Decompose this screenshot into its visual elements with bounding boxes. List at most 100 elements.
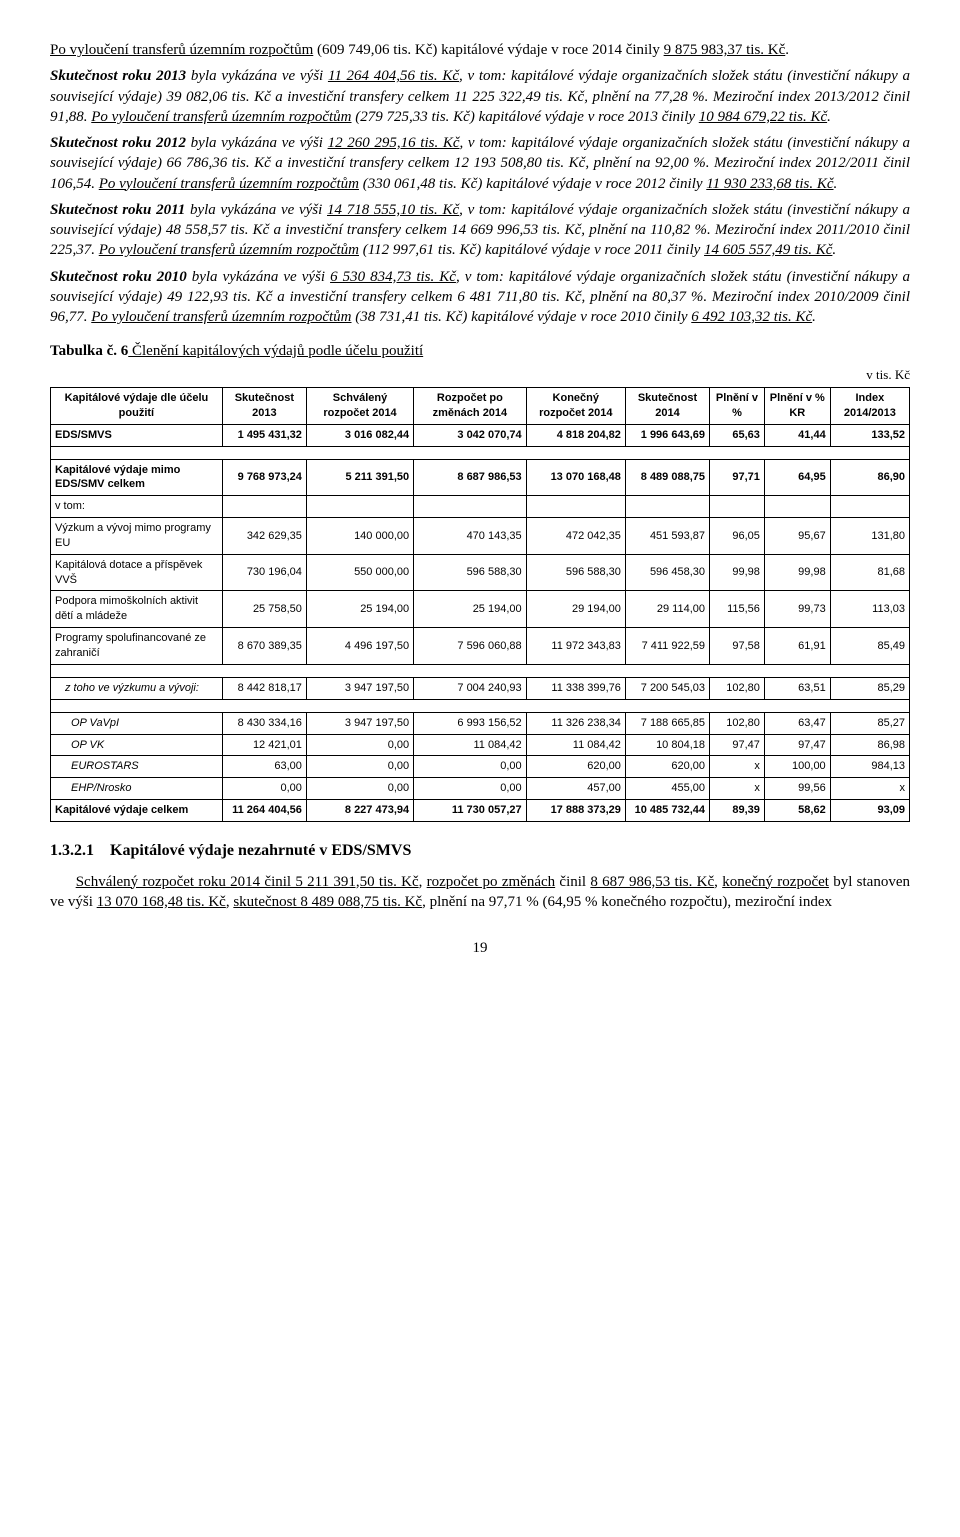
text: , plnění na 97,71 % (64,95 % konečného r… xyxy=(422,894,832,910)
row-value: 12 421,01 xyxy=(222,734,306,756)
row-value xyxy=(764,496,830,518)
row-value: 85,27 xyxy=(830,712,909,734)
row-value: 25 194,00 xyxy=(306,591,413,628)
text: Skutečnost roku 2013 xyxy=(50,68,186,84)
table-row: EUROSTARS63,000,000,00620,00620,00x100,0… xyxy=(51,756,910,778)
row-value: 99,98 xyxy=(710,554,765,591)
spacer-cell xyxy=(51,664,910,677)
row-label: Kapitálová dotace a příspěvek VVŠ xyxy=(51,554,223,591)
row-value: 8 687 986,53 xyxy=(414,459,527,496)
text: Po vyloučení transferů územním rozpočtům xyxy=(91,309,351,325)
table-title-rest: Členění kapitálových výdajů podle účelu … xyxy=(128,343,423,359)
table-row: z toho ve výzkumu a vývoji:8 442 818,173… xyxy=(51,677,910,699)
row-value xyxy=(222,496,306,518)
row-value: 25 758,50 xyxy=(222,591,306,628)
row-value: 41,44 xyxy=(764,424,830,446)
text: , xyxy=(714,874,722,890)
row-label: Kapitálové výdaje mimo EDS/SMV celkem xyxy=(51,459,223,496)
row-value: 451 593,87 xyxy=(625,518,709,555)
text: 10 984 679,22 tis. Kč xyxy=(699,109,827,125)
row-value: 11 730 057,27 xyxy=(414,800,527,822)
row-value xyxy=(625,496,709,518)
text: činil xyxy=(555,874,590,890)
row-value xyxy=(414,496,527,518)
row-value: x xyxy=(710,778,765,800)
row-value: 89,39 xyxy=(710,800,765,822)
col-header: Index 2014/2013 xyxy=(830,388,909,425)
table-row: Programy spolufinancované ze zahraničí8 … xyxy=(51,628,910,665)
table-row: OP VaVpI8 430 334,163 947 197,506 993 15… xyxy=(51,712,910,734)
text: Schválený rozpočet roku 2014 činil 5 211… xyxy=(76,874,419,890)
row-label: Výzkum a vývoj mimo programy EU xyxy=(51,518,223,555)
row-value: 0,00 xyxy=(306,734,413,756)
row-value: 550 000,00 xyxy=(306,554,413,591)
row-value: 11 972 343,83 xyxy=(526,628,625,665)
row-value: 58,62 xyxy=(764,800,830,822)
row-value: 11 084,42 xyxy=(414,734,527,756)
row-label: Programy spolufinancované ze zahraničí xyxy=(51,628,223,665)
row-value: 81,68 xyxy=(830,554,909,591)
row-value: 7 200 545,03 xyxy=(625,677,709,699)
text: 9 875 983,37 tis. Kč xyxy=(664,42,786,58)
table-row: EDS/SMVS1 495 431,323 016 082,443 042 07… xyxy=(51,424,910,446)
row-label: EHP/Nrosko xyxy=(51,778,223,800)
row-label: v tom: xyxy=(51,496,223,518)
col-header: Konečný rozpočet 2014 xyxy=(526,388,625,425)
table-row: EHP/Nrosko0,000,000,00457,00455,00x99,56… xyxy=(51,778,910,800)
col-header: Skutečnost 2014 xyxy=(625,388,709,425)
row-label: z toho ve výzkumu a vývoji: xyxy=(51,677,223,699)
row-value: 64,95 xyxy=(764,459,830,496)
page-number: 19 xyxy=(50,938,910,958)
row-value: 99,73 xyxy=(764,591,830,628)
text: (279 725,33 tis. Kč) kapitálové výdaje v… xyxy=(352,109,699,125)
text: Po vyloučení transferů územním rozpočtům xyxy=(50,42,313,58)
row-label: EDS/SMVS xyxy=(51,424,223,446)
row-value: 620,00 xyxy=(625,756,709,778)
row-value: 5 211 391,50 xyxy=(306,459,413,496)
row-value: 0,00 xyxy=(222,778,306,800)
text: (38 731,41 tis. Kč) kapitálové výdaje v … xyxy=(352,309,692,325)
row-value: 3 042 070,74 xyxy=(414,424,527,446)
row-value xyxy=(526,496,625,518)
para-2012: Skutečnost roku 2012 byla vykázána ve vý… xyxy=(50,133,910,194)
row-value: 984,13 xyxy=(830,756,909,778)
row-value: 596 588,30 xyxy=(526,554,625,591)
row-value: 97,47 xyxy=(710,734,765,756)
table-row: Kapitálové výdaje celkem11 264 404,568 2… xyxy=(51,800,910,822)
row-value: 8 670 389,35 xyxy=(222,628,306,665)
row-value: 7 188 665,85 xyxy=(625,712,709,734)
text: (609 749,06 tis. Kč) kapitálové výdaje v… xyxy=(313,42,663,58)
text: . xyxy=(812,309,816,325)
text: (112 997,61 tis. Kč) kapitálové výdaje v… xyxy=(359,242,704,258)
row-value: 115,56 xyxy=(710,591,765,628)
text: Po vyloučení transferů územním rozpočtům xyxy=(91,109,351,125)
row-value: 95,67 xyxy=(764,518,830,555)
row-value: 99,98 xyxy=(764,554,830,591)
text: Po vyloučení transferů územním rozpočtům xyxy=(99,242,359,258)
capital-expenditure-table: Kapitálové výdaje dle účelu použití Skut… xyxy=(50,387,910,822)
row-value: x xyxy=(710,756,765,778)
section-title: Kapitálové výdaje nezahrnuté v EDS/SMVS xyxy=(110,842,411,859)
row-value: 1 495 431,32 xyxy=(222,424,306,446)
row-value: 140 000,00 xyxy=(306,518,413,555)
text: Skutečnost roku 2011 xyxy=(50,202,185,218)
row-value: 342 629,35 xyxy=(222,518,306,555)
row-value: 96,05 xyxy=(710,518,765,555)
row-value: 133,52 xyxy=(830,424,909,446)
para-2011: Skutečnost roku 2011 byla vykázána ve vý… xyxy=(50,200,910,261)
row-value: 3 016 082,44 xyxy=(306,424,413,446)
text: Skutečnost roku 2010 xyxy=(50,269,187,285)
spacer-cell xyxy=(51,699,910,712)
text: Po vyloučení transferů územním rozpočtům xyxy=(99,176,359,192)
row-value: 8 489 088,75 xyxy=(625,459,709,496)
row-value: 100,00 xyxy=(764,756,830,778)
text: . xyxy=(834,176,838,192)
row-value: 131,80 xyxy=(830,518,909,555)
row-value: 113,03 xyxy=(830,591,909,628)
row-label: EUROSTARS xyxy=(51,756,223,778)
text: 14 605 557,49 tis. Kč xyxy=(704,242,832,258)
row-value: 7 596 060,88 xyxy=(414,628,527,665)
text: konečný rozpočet xyxy=(722,874,829,890)
text: 11 930 233,68 tis. Kč xyxy=(706,176,833,192)
text: skutečnost 8 489 088,75 tis. Kč xyxy=(233,894,422,910)
